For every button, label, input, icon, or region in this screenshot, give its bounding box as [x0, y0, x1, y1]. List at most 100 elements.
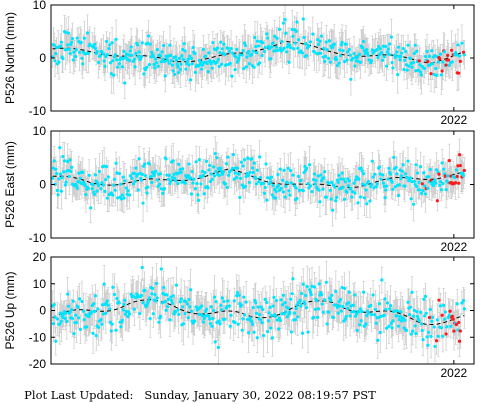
data-point-rapid [355, 56, 359, 60]
data-point-rapid [409, 197, 413, 201]
data-point-rapid [358, 60, 363, 64]
data-point-final [420, 182, 424, 186]
data-point-rapid [178, 67, 182, 72]
data-point-rapid [233, 171, 237, 175]
data-point-rapid [70, 165, 74, 169]
data-point-rapid [441, 60, 445, 64]
y-axis-label: P526 North (mm) [3, 12, 17, 104]
data-point-rapid [386, 47, 390, 51]
data-point-final [454, 181, 458, 185]
data-point-rapid [239, 160, 244, 164]
data-point-rapid [275, 36, 279, 40]
data-point-rapid [350, 56, 355, 60]
data-point-rapid [210, 66, 214, 70]
data-point-rapid [434, 168, 439, 172]
data-point-rapid [387, 52, 391, 56]
data-point-rapid [122, 196, 126, 200]
data-point-rapid [253, 35, 257, 40]
data-point-rapid [416, 68, 420, 72]
data-point-rapid [242, 66, 246, 71]
data-point-rapid [101, 52, 105, 56]
data-point-rapid [381, 173, 385, 177]
data-point-rapid [352, 52, 356, 56]
data-point-rapid [119, 182, 123, 186]
data-point-rapid [308, 163, 312, 167]
data-point-final [417, 59, 421, 63]
data-point-rapid [145, 191, 149, 195]
data-point-rapid [105, 53, 109, 57]
data-point-rapid [108, 43, 112, 47]
data-point-rapid [65, 47, 69, 52]
data-point-rapid [426, 186, 430, 191]
data-point-rapid [304, 53, 309, 58]
data-point-rapid [203, 170, 207, 175]
data-point-final [457, 153, 462, 157]
data-point-rapid [412, 51, 416, 56]
data-point-rapid [381, 44, 386, 48]
data-point-rapid [224, 162, 228, 166]
data-point-rapid [90, 187, 94, 191]
data-point-final [457, 181, 461, 185]
data-point-rapid [454, 53, 458, 57]
data-point-rapid [285, 50, 289, 54]
data-point-rapid [321, 187, 325, 191]
data-point-rapid [211, 41, 215, 45]
data-point-rapid [260, 54, 264, 58]
data-point-rapid [404, 172, 408, 176]
data-point-rapid [145, 65, 149, 69]
data-point-rapid [147, 34, 151, 38]
data-point-rapid [134, 51, 138, 55]
data-point-rapid [384, 64, 389, 68]
data-point-rapid [185, 59, 190, 64]
data-point-rapid [444, 188, 448, 192]
data-point-rapid [122, 49, 126, 53]
data-point-rapid [163, 74, 167, 78]
data-point-rapid [222, 42, 226, 46]
data-point-rapid [328, 60, 332, 64]
data-point-rapid [265, 32, 269, 36]
data-point-rapid [395, 172, 399, 176]
data-point-rapid [149, 175, 153, 179]
data-point-rapid [216, 57, 221, 62]
data-point-rapid [66, 160, 70, 164]
data-point-rapid [441, 181, 445, 186]
data-point-rapid [373, 172, 377, 176]
data-point-rapid [390, 180, 394, 184]
data-point-rapid [158, 172, 163, 176]
data-point-rapid [381, 181, 386, 185]
data-point-rapid [337, 61, 341, 65]
data-point-rapid [318, 39, 322, 43]
data-point-rapid [375, 48, 379, 52]
data-point-rapid [376, 55, 380, 60]
data-point-rapid [394, 165, 398, 169]
data-point-rapid [311, 32, 315, 36]
data-point-rapid [241, 48, 245, 53]
data-point-rapid [284, 31, 288, 35]
data-point-rapid [201, 174, 205, 178]
data-point-rapid [407, 64, 411, 68]
data-point-rapid [240, 53, 244, 57]
data-point-rapid [67, 47, 71, 51]
data-point-rapid [108, 61, 113, 65]
data-point-final [444, 63, 448, 67]
data-point-rapid [450, 60, 455, 64]
data-point-rapid [270, 193, 274, 197]
data-point-rapid [187, 63, 191, 67]
data-point-rapid [384, 188, 388, 192]
data-point-rapid [333, 185, 337, 189]
data-point-rapid [418, 188, 422, 192]
data-point-rapid [263, 185, 267, 190]
data-point-rapid [60, 176, 64, 180]
data-point-rapid [59, 189, 63, 193]
data-point-rapid [168, 181, 172, 185]
y-tick-label: 10 [33, 124, 47, 138]
data-point-rapid [400, 51, 404, 55]
data-point-rapid [233, 67, 237, 72]
data-point-rapid [319, 34, 324, 38]
data-point-rapid [325, 48, 329, 52]
data-point-rapid [379, 177, 383, 181]
data-point-rapid [59, 40, 63, 44]
data-point-rapid [227, 173, 231, 177]
data-point-final [429, 72, 433, 76]
data-point-rapid [423, 54, 428, 59]
